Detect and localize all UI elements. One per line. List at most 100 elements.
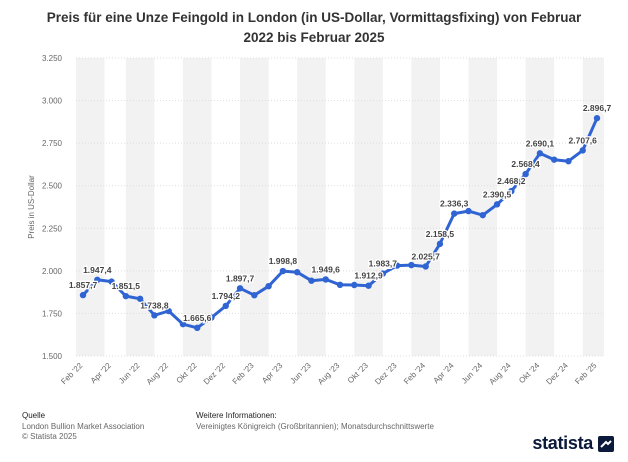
x-tick-label: Okt '23 (346, 361, 370, 385)
data-point (593, 114, 601, 122)
data-point (236, 285, 244, 292)
y-tick-label: 1.500 (42, 352, 63, 361)
data-label: 2.158,5 (426, 229, 455, 239)
data-point (351, 281, 358, 289)
data-point (336, 281, 344, 289)
data-label: 2.336,3 (440, 199, 469, 209)
plot-band (297, 58, 326, 356)
data-point (408, 261, 415, 269)
y-tick-label: 2.500 (42, 182, 63, 191)
y-tick-label: 1.750 (42, 309, 63, 318)
data-point (451, 210, 458, 217)
data-point (379, 270, 387, 277)
x-tick-label: Dez '22 (202, 361, 228, 387)
data-label: 2.896,7 (583, 103, 612, 113)
x-tick-label: Jun '22 (117, 361, 142, 386)
y-tick-label: 2.000 (42, 267, 63, 276)
data-label: 2.690,1 (526, 138, 555, 148)
x-tick-label: Feb '23 (231, 361, 256, 386)
plot-band (240, 58, 269, 356)
data-point (536, 150, 544, 157)
plot-band (411, 58, 440, 356)
info-block: Weitere Informationen: Vereinigtes König… (196, 411, 434, 432)
plot-band (582, 58, 604, 356)
source-name: London Bullion Market Association (22, 421, 145, 431)
source-block: Quelle London Bullion Market Association… (22, 411, 144, 443)
x-tick-label: Aug '22 (145, 361, 171, 387)
x-tick-label: Feb '25 (573, 361, 598, 386)
data-label: 1.738,8 (140, 300, 169, 310)
x-tick-label: Okt '22 (175, 361, 199, 385)
data-point (493, 201, 501, 208)
data-point (293, 269, 301, 276)
data-label: 1.794,2 (212, 291, 241, 301)
data-label: 2.568,4 (511, 159, 540, 169)
data-label: 2.025,7 (411, 251, 440, 261)
x-tick-label: Aug '24 (487, 361, 513, 387)
data-point (365, 282, 372, 289)
x-tick-label: Apr '23 (260, 361, 285, 386)
data-label: 1.947,4 (83, 265, 112, 275)
x-tick-label: Feb '24 (402, 361, 427, 386)
data-point (265, 282, 272, 290)
data-point (179, 320, 187, 328)
statista-logo[interactable]: statista (532, 433, 614, 454)
x-tick-label: Jun '23 (288, 361, 313, 386)
statista-logo-icon (598, 435, 614, 452)
data-label: 1.998,8 (269, 256, 298, 266)
series-line (81, 116, 599, 330)
data-point (208, 314, 215, 321)
source-heading: Quelle (22, 411, 46, 420)
data-label: 1.857,7 (69, 280, 98, 290)
data-point (322, 276, 329, 283)
copyright-text: © Statista 2025 (22, 432, 77, 441)
data-point (508, 187, 515, 195)
data-point (422, 263, 429, 270)
x-tick-label: Feb '22 (59, 361, 84, 386)
plot-band (125, 58, 155, 356)
x-tick-label: Apr '24 (432, 361, 457, 386)
info-heading: Weitere Informationen: (196, 411, 277, 420)
data-point (222, 302, 229, 310)
data-point (122, 292, 130, 300)
data-point (550, 156, 558, 163)
plot-band (182, 58, 212, 356)
data-point (79, 291, 87, 299)
data-label: 1.949,6 (312, 264, 341, 274)
x-tick-label: Okt '24 (517, 361, 541, 385)
statista-logo-text: statista (532, 433, 593, 453)
data-point (479, 211, 486, 219)
data-point (136, 295, 144, 302)
x-tick-label: Dez '23 (373, 361, 399, 387)
data-label: 2.707,6 (569, 135, 598, 145)
data-point (194, 324, 201, 332)
plot-band (525, 58, 555, 356)
data-point (465, 207, 472, 215)
data-point (165, 307, 172, 315)
y-tick-label: 3.000 (42, 97, 63, 106)
chart-title: Preis für eine Unze Feingold in London (… (46, 10, 582, 45)
data-label: 1.983,7 (369, 259, 398, 269)
data-label: 1.665,6 (183, 313, 212, 323)
data-label: 2.468,2 (497, 176, 526, 186)
x-tick-label: Aug '23 (316, 361, 342, 387)
data-point (94, 276, 101, 284)
data-point (522, 170, 529, 178)
data-label: 1.912,9 (354, 271, 383, 281)
data-point (279, 267, 287, 275)
x-tick-label: Apr '22 (89, 361, 114, 386)
data-point (436, 240, 444, 248)
x-tick-label: Dez '24 (544, 361, 570, 387)
data-label: 1.851,5 (112, 281, 141, 291)
info-text: Vereinigtes Königreich (Großbritannien);… (196, 421, 434, 431)
y-tick-label: 3.250 (42, 54, 63, 63)
plot-band (354, 58, 383, 356)
data-label: 1.897,7 (226, 273, 255, 283)
data-point (308, 277, 315, 284)
y-tick-label: 2.750 (42, 139, 63, 148)
data-point (108, 278, 115, 285)
x-tick-label: Jun '24 (460, 361, 485, 386)
data-point (393, 262, 401, 269)
data-point (251, 292, 258, 299)
